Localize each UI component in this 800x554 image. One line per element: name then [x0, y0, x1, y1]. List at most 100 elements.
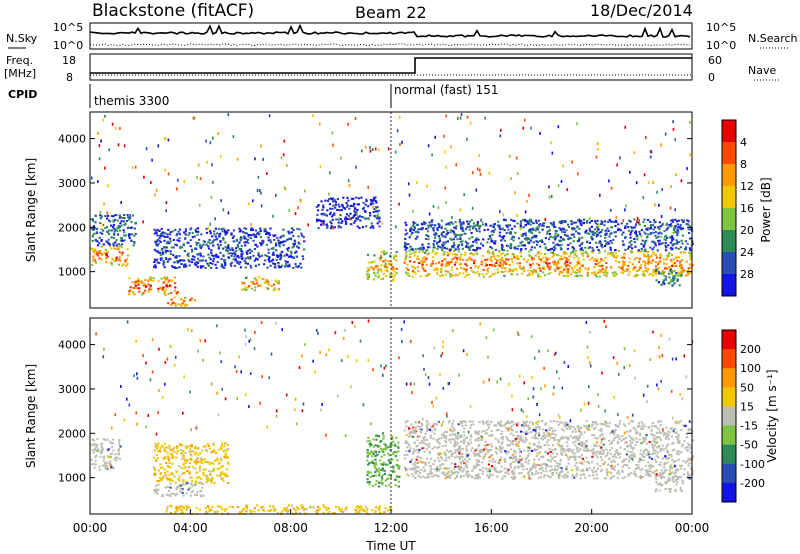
data-cell [455, 233, 458, 236]
data-cell [110, 466, 113, 469]
data-cell [196, 227, 200, 230]
data-cell [97, 131, 99, 135]
data-cell [176, 233, 179, 235]
data-cell [340, 221, 343, 224]
data-cell [563, 250, 566, 253]
data-cell [672, 238, 675, 241]
data-cell [125, 258, 128, 261]
data-cell [247, 257, 250, 260]
data-cell [227, 113, 230, 117]
data-cell [426, 448, 429, 451]
data-cell [91, 239, 94, 242]
data-cell [167, 457, 170, 460]
data-cell [624, 125, 626, 129]
data-cell [278, 244, 281, 247]
data-cell [189, 458, 192, 460]
data-cell [127, 227, 130, 230]
data-cell [450, 258, 453, 261]
data-cell [666, 254, 669, 257]
data-cell [456, 245, 459, 248]
data-cell [133, 293, 136, 296]
data-cell [352, 215, 355, 218]
data-cell [374, 454, 377, 457]
data-cell [500, 465, 503, 468]
data-cell [366, 274, 369, 277]
data-cell [591, 247, 594, 249]
data-cell [444, 435, 447, 438]
data-cell [393, 444, 396, 447]
data-cell [133, 227, 136, 230]
data-cell [501, 248, 504, 251]
data-cell [515, 422, 518, 425]
data-cell [627, 226, 630, 229]
data-cell [164, 168, 167, 172]
data-cell [182, 479, 185, 481]
data-cell [565, 468, 568, 471]
data-cell [257, 254, 260, 257]
data-cell [468, 237, 471, 240]
data-cell [212, 254, 215, 257]
data-cell [404, 258, 407, 260]
data-cell [208, 509, 211, 512]
data-cell [182, 472, 186, 474]
data-cell [259, 236, 262, 239]
data-cell [681, 227, 684, 230]
data-cell [219, 240, 222, 243]
data-cell [197, 257, 200, 260]
data-cell [388, 484, 391, 487]
data-cell [158, 239, 161, 242]
data-cell [179, 444, 182, 446]
data-cell [498, 265, 501, 267]
data-cell [383, 473, 387, 475]
data-cell [260, 254, 264, 257]
data-cell [209, 232, 212, 235]
data-cell [585, 446, 588, 449]
data-cell [192, 116, 195, 120]
data-cell [481, 254, 484, 257]
data-cell [501, 438, 504, 441]
data-cell [663, 235, 666, 238]
nave-label: Nave [748, 64, 776, 77]
data-cell [383, 253, 386, 255]
data-cell [276, 236, 279, 239]
data-cell [178, 239, 181, 242]
data-cell [543, 222, 546, 225]
data-cell [220, 465, 223, 468]
data-cell [115, 459, 118, 462]
data-cell [668, 272, 671, 275]
data-cell [604, 220, 607, 223]
data-cell [303, 240, 306, 243]
data-cell [568, 265, 571, 268]
data-cell [179, 259, 182, 262]
data-cell [599, 435, 602, 438]
data-cell [606, 271, 609, 274]
data-cell [516, 247, 519, 250]
data-cell [365, 200, 368, 203]
data-cell [381, 483, 384, 486]
data-cell [196, 233, 199, 236]
data-cell [372, 199, 375, 202]
data-cell [510, 273, 513, 276]
data-cell [632, 455, 635, 458]
data-cell [365, 217, 369, 220]
data-cell [161, 445, 164, 448]
data-cell [227, 211, 230, 215]
data-cell [526, 199, 528, 203]
data-cell [190, 445, 193, 448]
data-cell [343, 207, 347, 210]
data-cell [106, 455, 109, 458]
data-cell [385, 275, 388, 278]
data-cell [476, 221, 479, 224]
data-cell [479, 168, 481, 172]
data-cell [367, 205, 370, 208]
data-cell [383, 264, 386, 267]
data-cell [591, 469, 594, 472]
data-cell [316, 219, 320, 222]
data-cell [595, 473, 598, 476]
data-cell [97, 448, 100, 451]
data-cell [237, 506, 240, 508]
data-cell [680, 273, 683, 276]
data-cell [259, 241, 262, 244]
data-cell [440, 227, 443, 230]
